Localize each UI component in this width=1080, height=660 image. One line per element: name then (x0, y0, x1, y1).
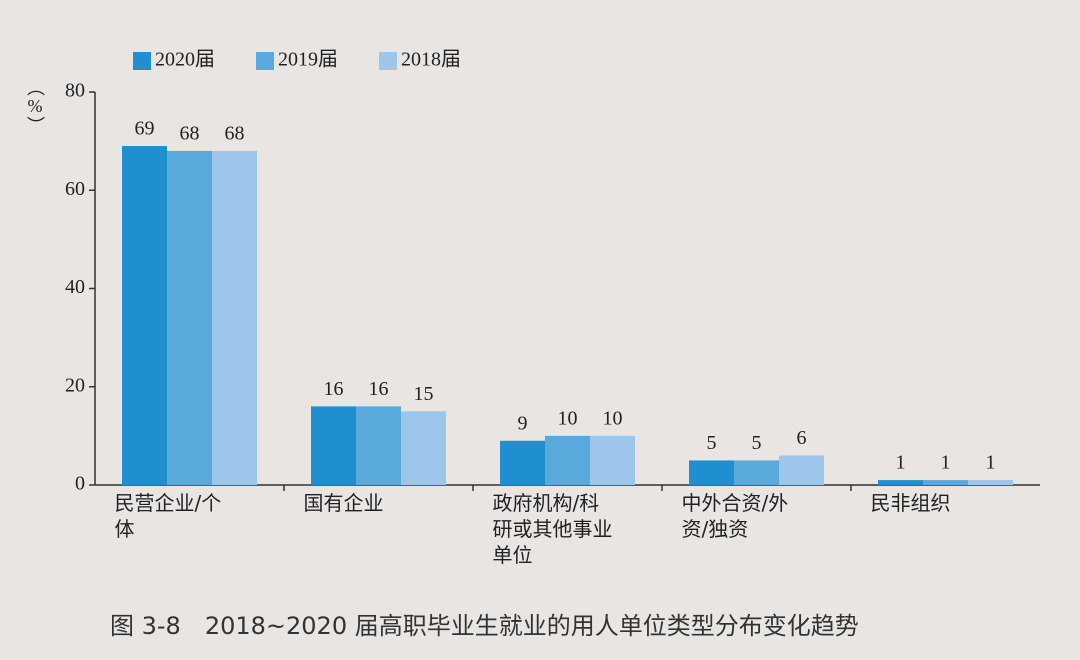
value-label: 69 (135, 118, 155, 140)
value-label: 1 (986, 452, 996, 474)
legend-swatch (256, 52, 274, 70)
bar (689, 460, 734, 485)
y-tick-label: 80 (65, 80, 85, 102)
y-tick-label: 20 (65, 374, 85, 396)
bar (734, 460, 779, 485)
bar (590, 435, 635, 485)
legend-swatch (133, 52, 151, 70)
x-tick-label: 政府机构/科研或其他事业单位 (492, 491, 613, 567)
bar (878, 480, 923, 485)
value-label: 10 (603, 407, 623, 429)
bar (545, 435, 590, 485)
bar (311, 406, 356, 485)
x-tick-label: 民非组织 (870, 491, 951, 515)
value-label: 5 (707, 432, 717, 454)
y-axis-label: （%） (25, 78, 45, 134)
x-tick-label: 民营企业/个体 (114, 491, 222, 541)
bar (401, 411, 446, 485)
bar (122, 146, 167, 485)
y-tick-label: 40 (65, 276, 85, 298)
bar (923, 480, 968, 485)
legend-label: 2020届 (155, 49, 215, 71)
legend-label: 2019届 (278, 49, 338, 71)
bar (167, 150, 212, 485)
bar (356, 406, 401, 485)
value-label: 9 (518, 412, 528, 434)
legend-swatch (379, 52, 397, 70)
value-label: 16 (324, 378, 344, 400)
value-label: 68 (225, 123, 245, 145)
value-label: 68 (180, 123, 200, 145)
value-label: 16 (369, 378, 389, 400)
value-label: 6 (797, 427, 807, 449)
bar (500, 440, 545, 485)
bar (968, 480, 1013, 485)
legend-label: 2018届 (401, 49, 461, 71)
value-label: 10 (558, 407, 578, 429)
value-label: 15 (414, 383, 434, 405)
value-label: 1 (941, 452, 951, 474)
x-tick-label: 国有企业 (303, 491, 384, 515)
x-tick-label: 中外合资/外资/独资 (681, 491, 789, 541)
caption: 图 3-8 2018~2020 届高职毕业生就业的用人单位类型分布变化趋势 (110, 612, 859, 640)
value-label: 1 (896, 452, 906, 474)
y-tick-label: 60 (65, 178, 85, 200)
value-label: 5 (752, 432, 762, 454)
bar (779, 455, 824, 485)
bar (212, 150, 257, 485)
y-tick-label: 0 (75, 473, 85, 495)
